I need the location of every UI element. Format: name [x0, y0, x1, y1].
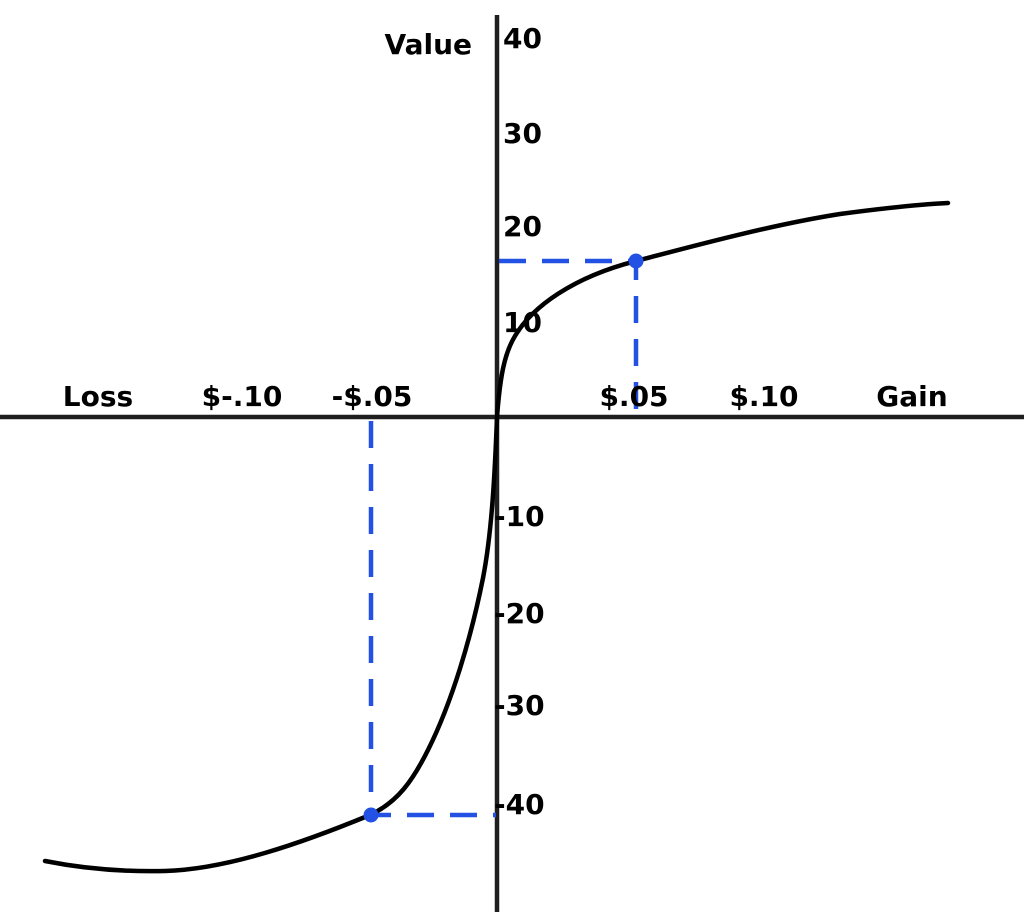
x-label-gain: Gain	[876, 380, 947, 413]
x-label-loss: Loss	[63, 380, 133, 413]
x-label-pos10c: $.10	[729, 380, 798, 413]
y-tick-10: 10	[503, 306, 542, 339]
y-tick-40: 40	[503, 22, 542, 55]
y-tick-neg20: -20	[494, 597, 545, 630]
value-curve	[42, 200, 951, 874]
x-label-neg10c: $-.10	[202, 380, 283, 413]
y-tick-30: 30	[503, 117, 542, 150]
y-tick-20: 20	[503, 210, 542, 243]
y-tick-neg10: -10	[494, 500, 545, 533]
y-tick-neg40: -40	[494, 788, 545, 821]
x-label-pos05c: $.05	[599, 380, 668, 413]
loss-dashed-guide	[368, 421, 496, 818]
y-axis-title: Value	[384, 28, 472, 61]
x-label-neg05c: -$.05	[332, 380, 413, 413]
gain-point-dot	[628, 253, 644, 269]
y-tick-neg30: -30	[494, 689, 545, 722]
loss-point-dot	[363, 807, 379, 823]
